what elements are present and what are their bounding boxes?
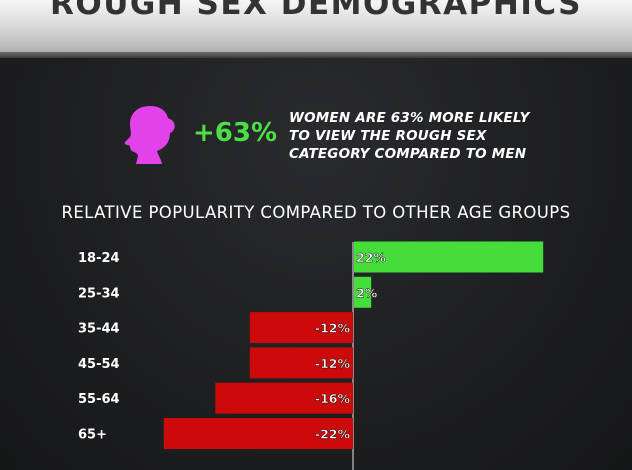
value-label: -12% — [315, 356, 351, 371]
value-label: -22% — [315, 427, 351, 442]
description-line-1: WOMEN ARE 63% MORE LIKELY — [289, 110, 530, 126]
title-banner: ROUGH SEX DEMOGRAPHICS — [0, 0, 632, 58]
value-label: -16% — [315, 391, 351, 406]
category-label: 25-34 — [78, 286, 120, 301]
category-label: 35-44 — [78, 322, 120, 337]
bar — [354, 276, 372, 308]
value-label: 22% — [356, 250, 386, 265]
stat-value: +63% — [193, 118, 278, 148]
category-label: 65+ — [78, 428, 107, 443]
value-label: -12% — [315, 321, 351, 336]
bar — [249, 312, 353, 344]
bar — [354, 241, 544, 273]
description-line-3: CATEGORY COMPARED TO MEN — [289, 146, 527, 162]
age-group-bar-chart: 18-24 22% 25-34 2% 35-44 -12% 45-54 -12% 55-64 -1… — [78, 241, 544, 470]
category-label: 55-64 — [78, 392, 120, 407]
bar — [215, 382, 353, 414]
stat-description: WOMEN ARE 63% MORE LIKELY TO VIEW THE RO… — [289, 109, 589, 163]
bar — [249, 347, 353, 379]
value-label: 2% — [356, 285, 378, 300]
category-label: 45-54 — [78, 357, 120, 372]
woman-silhouette-icon — [120, 104, 178, 166]
description-line-2: TO VIEW THE ROUGH SEX — [289, 128, 487, 144]
page-title: ROUGH SEX DEMOGRAPHICS — [49, 0, 583, 22]
bar — [163, 418, 353, 449]
chart-title: RELATIVE POPULARITY COMPARED TO OTHER AG… — [61, 203, 571, 222]
category-label: 18-24 — [78, 251, 120, 266]
